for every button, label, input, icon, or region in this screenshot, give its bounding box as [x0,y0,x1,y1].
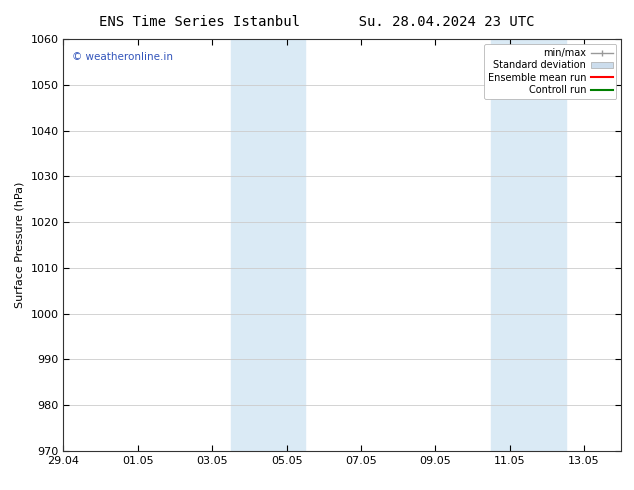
Bar [231,39,305,451]
Text: © weatheronline.in: © weatheronline.in [72,51,173,62]
Legend: min/max, Standard deviation, Ensemble mean run, Controll run: min/max, Standard deviation, Ensemble me… [484,44,616,99]
Text: ENS Time Series Istanbul       Su. 28.04.2024 23 UTC: ENS Time Series Istanbul Su. 28.04.2024 … [100,15,534,29]
Y-axis label: Surface Pressure (hPa): Surface Pressure (hPa) [15,182,25,308]
Bar [491,39,566,451]
